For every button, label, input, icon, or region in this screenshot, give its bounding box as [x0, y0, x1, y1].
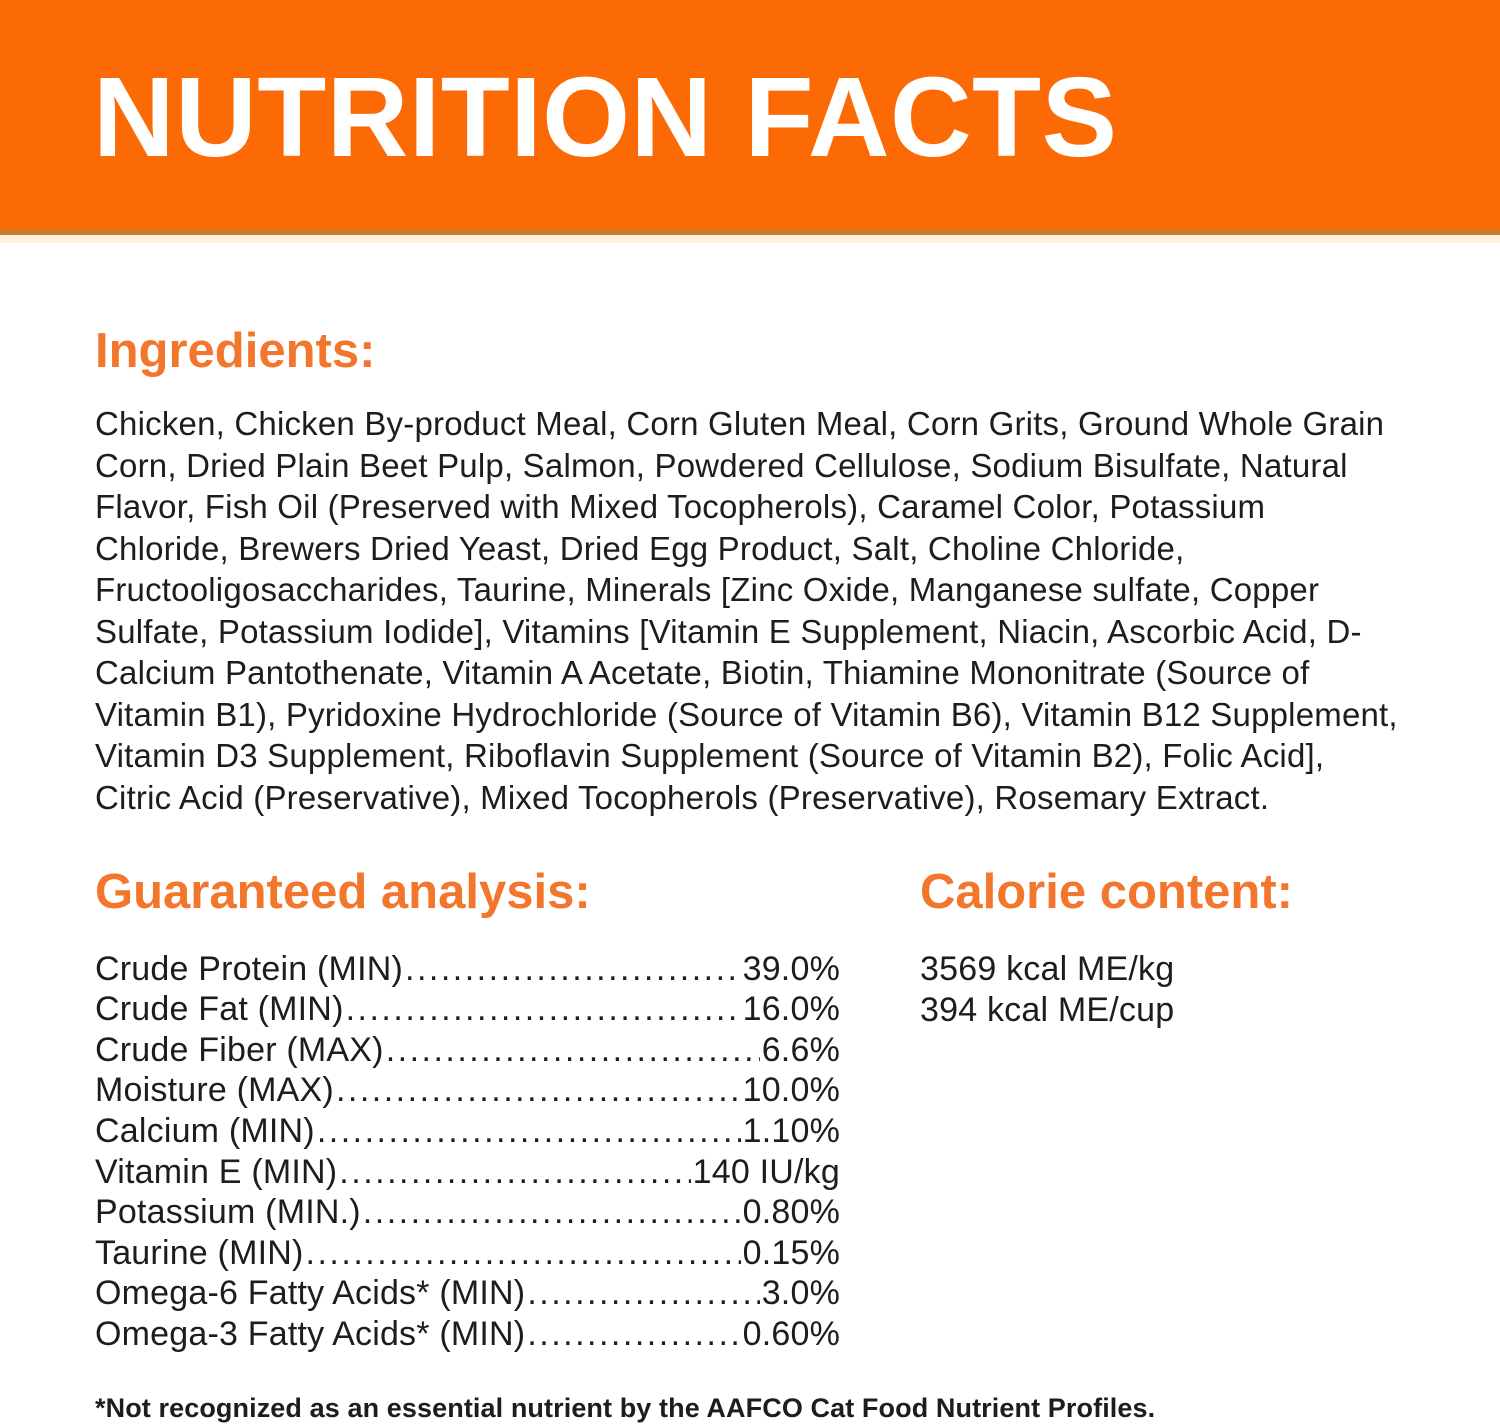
calorie-line-per-kg: 3569 kcal ME/kg [920, 949, 1175, 988]
nutrition-facts-banner: NUTRITION FACTS [0, 0, 1500, 235]
analysis-row-moisture: Moisture (MAX) .........................… [95, 1070, 840, 1111]
analysis-label: Calcium (MIN) [95, 1112, 315, 1151]
analysis-value: 10.0% [742, 1071, 840, 1110]
analysis-row-crude-fat: Crude Fat (MIN) ........................… [95, 989, 840, 1030]
analysis-row-vitamin-e: Vitamin E (MIN) ........................… [95, 1152, 840, 1193]
analysis-row-calcium: Calcium (MIN) ..........................… [95, 1111, 840, 1152]
dots-leader: ........................................… [527, 1274, 759, 1313]
analysis-value: 1.10% [742, 1112, 840, 1151]
analysis-label: Moisture (MAX) [95, 1071, 334, 1110]
analysis-row-omega-6: Omega-6 Fatty Acids* (MIN) .............… [95, 1273, 840, 1314]
analysis-label: Omega-3 Fatty Acids* (MIN) [95, 1315, 526, 1354]
analysis-row-taurine: Taurine (MIN) ..........................… [95, 1233, 840, 1274]
dots-leader: ........................................… [339, 1152, 690, 1191]
analysis-label: Potassium (MIN.) [95, 1193, 361, 1232]
analysis-value: 39.0% [742, 949, 840, 988]
guaranteed-analysis-section: Guaranteed analysis: Crude Protein (MIN)… [95, 864, 840, 1354]
guaranteed-analysis-list: Crude Protein (MIN) ....................… [95, 949, 840, 1355]
aafco-footnote: *Not recognized as an essential nutrient… [95, 1392, 1156, 1423]
analysis-row-crude-protein: Crude Protein (MIN) ....................… [95, 949, 840, 990]
dots-leader: ........................................… [305, 1233, 741, 1272]
page-title: NUTRITION FACTS [93, 54, 1118, 180]
analysis-label: Vitamin E (MIN) [95, 1152, 338, 1191]
calorie-content-section: Calorie content: 3569 kcal ME/kg 394 kca… [920, 864, 1405, 1031]
analysis-row-omega-3: Omega-3 Fatty Acids* (MIN) .............… [95, 1314, 840, 1355]
ingredients-heading: Ingredients: [95, 324, 376, 378]
analysis-label: Omega-6 Fatty Acids* (MIN) [95, 1274, 526, 1313]
analysis-value: 3.0% [761, 1274, 840, 1313]
analysis-value: 6.6% [761, 1030, 840, 1069]
dots-leader: ........................................… [385, 1030, 760, 1069]
analysis-calorie-columns: Guaranteed analysis: Crude Protein (MIN)… [95, 864, 1405, 1354]
analysis-value: 140 IU/kg [692, 1152, 840, 1191]
dots-leader: ........................................… [362, 1193, 741, 1232]
dots-leader: ........................................… [335, 1071, 741, 1110]
analysis-value: 16.0% [742, 990, 840, 1029]
calorie-line-per-cup: 394 kcal ME/cup [920, 991, 1175, 1030]
ingredients-section: Ingredients: Chicken, Chicken By-product… [95, 323, 1405, 818]
calorie-content-values: 3569 kcal ME/kg 394 kcal ME/cup [920, 949, 1405, 1032]
analysis-label: Crude Fat (MIN) [95, 990, 344, 1029]
dots-leader: ........................................… [345, 990, 741, 1029]
analysis-label: Crude Fiber (MAX) [95, 1030, 384, 1069]
calorie-content-heading: Calorie content: [920, 865, 1293, 920]
analysis-value: 0.15% [742, 1233, 840, 1272]
ingredients-text: Chicken, Chicken By-product Meal, Corn G… [95, 405, 1398, 816]
dots-leader: ........................................… [527, 1315, 740, 1354]
dots-leader: ........................................… [405, 949, 741, 988]
analysis-row-potassium: Potassium (MIN.) .......................… [95, 1192, 840, 1233]
analysis-value: 0.60% [742, 1315, 840, 1354]
dots-leader: ........................................… [316, 1112, 741, 1151]
analysis-value: 0.80% [742, 1193, 840, 1232]
analysis-label: Taurine (MIN) [95, 1233, 304, 1272]
guaranteed-analysis-heading: Guaranteed analysis: [95, 865, 591, 920]
analysis-row-crude-fiber: Crude Fiber (MAX) ......................… [95, 1030, 840, 1071]
label-content: Ingredients: Chicken, Chicken By-product… [0, 323, 1500, 1424]
analysis-label: Crude Protein (MIN) [95, 949, 403, 988]
